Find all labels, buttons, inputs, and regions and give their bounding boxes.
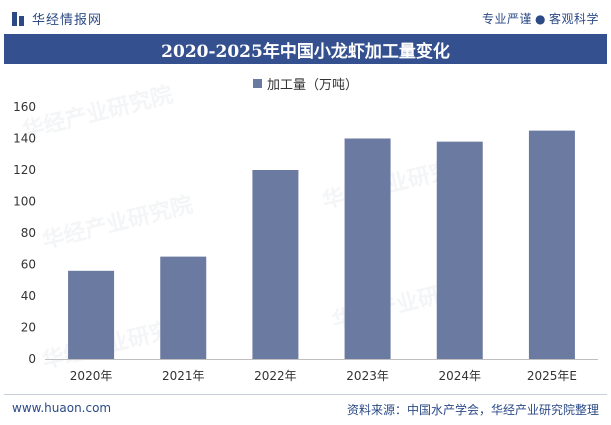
bars-group bbox=[68, 130, 575, 359]
tagline-separator: ● bbox=[535, 12, 546, 26]
footer-source: 资料来源：中国水产学会，华经产业研究院整理 bbox=[346, 403, 599, 417]
y-tick-label: 60 bbox=[21, 258, 36, 272]
y-tick-label: 100 bbox=[13, 195, 36, 209]
chart-title-bar: 2020-2025年中国小龙虾加工量变化 bbox=[4, 34, 607, 64]
y-tick-label: 0 bbox=[28, 352, 36, 366]
bar bbox=[160, 256, 207, 359]
x-tick-label: 2024年 bbox=[438, 369, 481, 383]
y-tick-label: 120 bbox=[13, 163, 36, 177]
bar bbox=[344, 138, 391, 359]
top-bar: 华经情报网 专业严谨 ● 客观科学 bbox=[0, 0, 611, 32]
x-axis: 2020年 2021年 2022年 2023年 2024年 2025年E bbox=[45, 359, 598, 383]
footer-website[interactable]: www.huaon.com bbox=[12, 401, 112, 415]
tagline-right: 客观科学 bbox=[548, 12, 599, 26]
footer-divider bbox=[4, 394, 607, 395]
y-tick-label: 80 bbox=[21, 226, 36, 240]
chart-title: 2020-2025年中国小龙虾加工量变化 bbox=[161, 41, 450, 62]
x-tick-label: 2021年 bbox=[162, 369, 205, 383]
chart-legend: 加工量（万吨） bbox=[0, 74, 611, 93]
bar bbox=[252, 170, 299, 359]
y-tick-label: 140 bbox=[13, 132, 36, 146]
x-tick-label: 2023年 bbox=[346, 369, 389, 383]
x-tick-label: 2025年E bbox=[527, 369, 577, 383]
tagline: 专业严谨 ● 客观科学 bbox=[482, 10, 599, 27]
tagline-left: 专业严谨 bbox=[481, 12, 532, 26]
bar bbox=[68, 270, 115, 359]
y-axis: 0 20 40 60 80 100 120 140 160 bbox=[13, 100, 36, 366]
y-tick-label: 40 bbox=[21, 289, 36, 303]
legend-swatch bbox=[252, 79, 262, 88]
brand-name: 华经情报网 bbox=[32, 13, 103, 28]
brand-logo-icon bbox=[12, 11, 26, 26]
bar bbox=[528, 130, 575, 359]
y-tick-label: 20 bbox=[21, 321, 36, 335]
x-tick-label: 2022年 bbox=[254, 369, 297, 383]
bar bbox=[436, 141, 483, 359]
y-tick-label: 160 bbox=[13, 100, 36, 114]
legend-label: 加工量（万吨） bbox=[266, 78, 358, 93]
x-tick-label: 2020年 bbox=[70, 369, 113, 383]
brand-logo[interactable]: 华经情报网 bbox=[12, 9, 102, 28]
